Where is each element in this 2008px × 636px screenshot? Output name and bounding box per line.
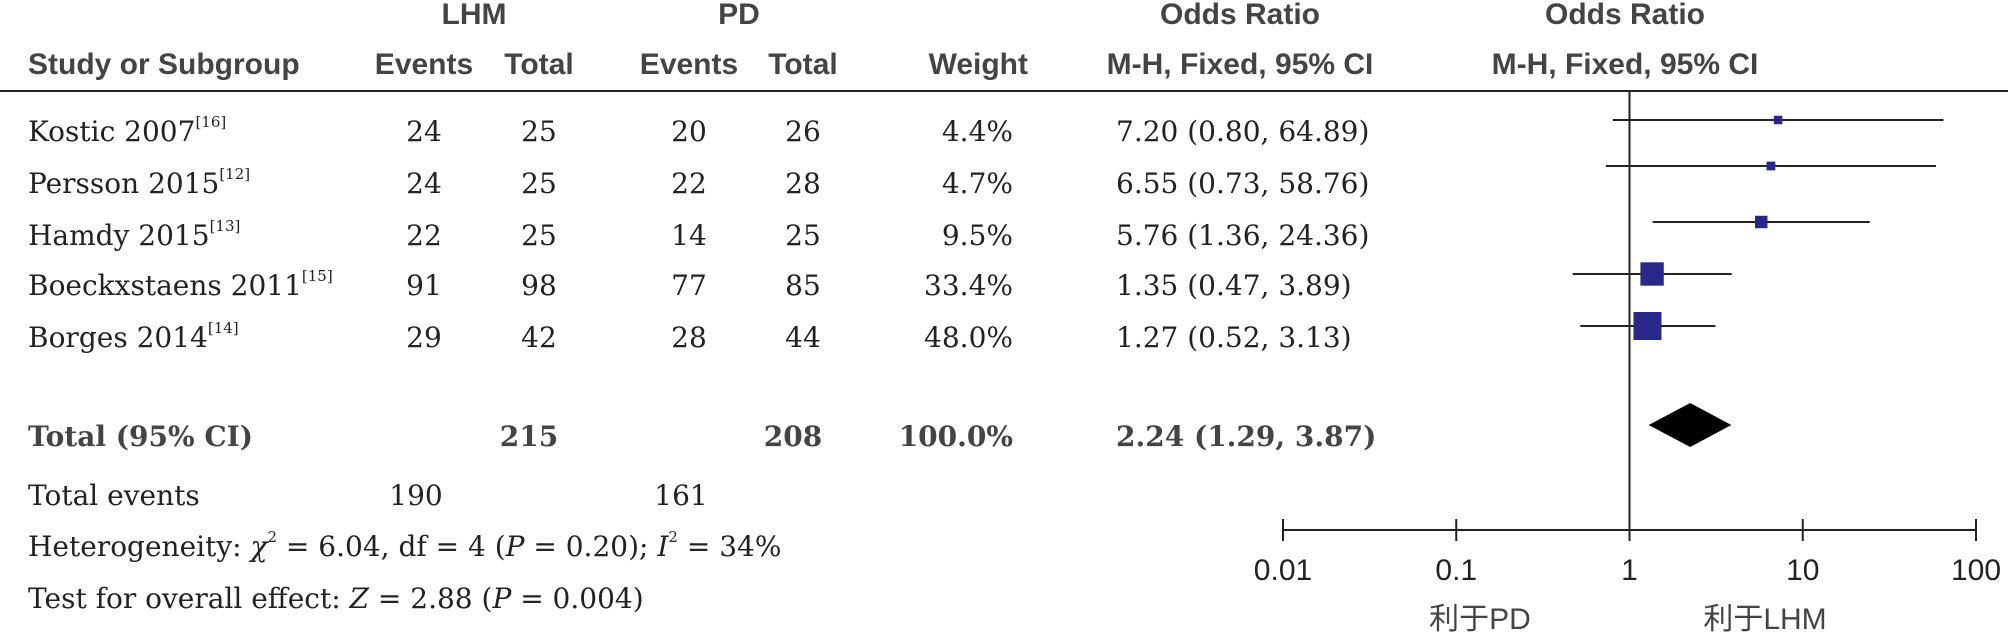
heterogeneity-prefix: Heterogeneity: xyxy=(28,530,251,563)
events2-cell: 28 xyxy=(671,321,707,354)
overall-effect-text: Test for overall effect: Z = 2.88 (P = 0… xyxy=(28,585,644,613)
study-ref: [13] xyxy=(209,217,241,235)
plot-marks xyxy=(1572,115,1944,447)
study-name: Persson 2015[12] xyxy=(28,167,250,200)
x-tick-label: 0.01 xyxy=(1254,554,1312,587)
total-weight-cell: 100.0% xyxy=(898,420,1013,453)
total-events2: 161 xyxy=(654,479,708,512)
i-sup: 2 xyxy=(668,528,678,546)
events1-cell: 24 xyxy=(406,167,442,200)
ci-cell: 5.76 (1.36, 24.36) xyxy=(1116,219,1370,252)
i-symbol: I xyxy=(657,530,669,563)
total2-cell: 208 xyxy=(763,420,823,453)
study-label: Boeckxstaens 2011 xyxy=(28,269,302,302)
study-name: Kostic 2007[16] xyxy=(28,115,226,148)
i-rest: = 34% xyxy=(677,530,782,563)
chi-sup: 2 xyxy=(267,528,278,546)
total2-cell: 44 xyxy=(785,321,821,354)
col-ci2-header: M-H, Fixed, 95% CI xyxy=(1491,48,1759,81)
x-tick-label: 1 xyxy=(1621,554,1638,587)
study-point-marker xyxy=(1633,312,1662,340)
col-total2-header: Total xyxy=(768,48,838,81)
total-events1: 190 xyxy=(389,479,443,512)
total2-cell: 25 xyxy=(785,219,821,252)
total2-cell: 85 xyxy=(785,269,821,302)
total1-cell: 98 xyxy=(521,269,557,302)
events1-cell: 29 xyxy=(406,321,442,354)
total2-cell: 26 xyxy=(785,115,821,148)
weight-cell: 33.4% xyxy=(924,269,1013,302)
events1-cell: 24 xyxy=(406,115,442,148)
study-point-marker xyxy=(1755,215,1768,229)
events1-cell: 22 xyxy=(406,219,442,252)
group1-header: LHM xyxy=(441,0,507,31)
odds-ratio-header-1: Odds Ratio xyxy=(1159,0,1321,31)
study-label: Borges 2014 xyxy=(28,321,208,354)
p-symbol: P xyxy=(505,530,525,563)
events2-cell: 22 xyxy=(671,167,707,200)
chi-rest: = 6.04, df = 4 ( xyxy=(277,530,506,563)
col-total1-header: Total xyxy=(504,48,574,81)
study-point-marker xyxy=(1766,161,1776,171)
chi-symbol: χ xyxy=(250,530,268,563)
events2-cell: 77 xyxy=(671,269,707,302)
col-events1-header: Events xyxy=(374,48,474,81)
p-rest: = 0.20); xyxy=(524,530,658,563)
study-point-marker xyxy=(1640,262,1664,286)
study-name: Hamdy 2015[13] xyxy=(28,219,240,252)
p-symbol: P xyxy=(492,582,512,615)
pooled-diamond xyxy=(1648,403,1732,447)
total1-cell: 215 xyxy=(499,420,559,453)
p-rest: = 0.004) xyxy=(511,582,644,615)
weight-cell: 4.4% xyxy=(941,115,1013,148)
group2-header: PD xyxy=(718,0,760,31)
ci-cell: 1.27 (0.52, 3.13) xyxy=(1116,321,1352,354)
x-tick-label: 0.1 xyxy=(1435,554,1477,587)
col-events2-header: Events xyxy=(639,48,739,81)
study-name: Boeckxstaens 2011[15] xyxy=(28,269,333,302)
study-point-marker xyxy=(1773,115,1783,125)
total1-cell: 25 xyxy=(521,219,557,252)
total1-cell: 25 xyxy=(521,167,557,200)
total2-cell: 28 xyxy=(785,167,821,200)
total-ci-cell: 2.24 (1.29, 3.87) xyxy=(1116,420,1377,453)
favours-left-label: 利于PD xyxy=(1429,603,1531,636)
study-ref: [12] xyxy=(219,165,251,183)
ci-cell: 7.20 (0.80, 64.89) xyxy=(1116,115,1370,148)
x-tick-label: 100 xyxy=(1951,554,2001,587)
total-label: Total (95% CI) xyxy=(28,420,253,453)
weight-cell: 48.0% xyxy=(924,321,1013,354)
header-rule xyxy=(0,90,2008,92)
study-label: Persson 2015 xyxy=(28,167,220,200)
weight-cell: 9.5% xyxy=(941,219,1013,252)
favours-right-label: 利于LHM xyxy=(1703,603,1827,636)
odds-ratio-header-2: Odds Ratio xyxy=(1544,0,1706,31)
total1-cell: 25 xyxy=(521,115,557,148)
heterogeneity-text: Heterogeneity: χ2 = 6.04, df = 4 (P = 0.… xyxy=(28,530,782,563)
z-rest: = 2.88 ( xyxy=(369,582,493,615)
study-label: Hamdy 2015 xyxy=(28,219,210,252)
study-ref: [16] xyxy=(195,113,227,131)
study-ref: [14] xyxy=(207,319,239,337)
ci-cell: 6.55 (0.73, 58.76) xyxy=(1116,167,1370,200)
events2-cell: 20 xyxy=(671,115,707,148)
study-ref: [15] xyxy=(301,267,333,285)
z-symbol: Z xyxy=(349,582,370,615)
col-ci1-header: M-H, Fixed, 95% CI xyxy=(1106,48,1374,81)
x-tick-label: 10 xyxy=(1786,554,1819,587)
col-weight-header: Weight xyxy=(928,48,1028,81)
total-events-label: Total events xyxy=(28,479,200,512)
events1-cell: 91 xyxy=(406,269,442,302)
total1-cell: 42 xyxy=(521,321,557,354)
study-label: Kostic 2007 xyxy=(28,115,196,148)
study-name: Borges 2014[14] xyxy=(28,321,239,354)
events2-cell: 14 xyxy=(671,219,707,252)
weight-cell: 4.7% xyxy=(941,167,1013,200)
ci-cell: 1.35 (0.47, 3.89) xyxy=(1116,269,1352,302)
overall-prefix: Test for overall effect: xyxy=(28,582,350,615)
col-study-header: Study or Subgroup xyxy=(28,48,300,81)
